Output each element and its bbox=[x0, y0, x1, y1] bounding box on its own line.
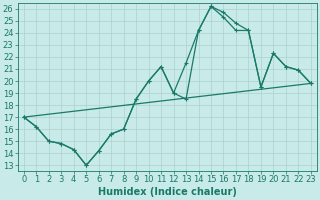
X-axis label: Humidex (Indice chaleur): Humidex (Indice chaleur) bbox=[98, 187, 237, 197]
